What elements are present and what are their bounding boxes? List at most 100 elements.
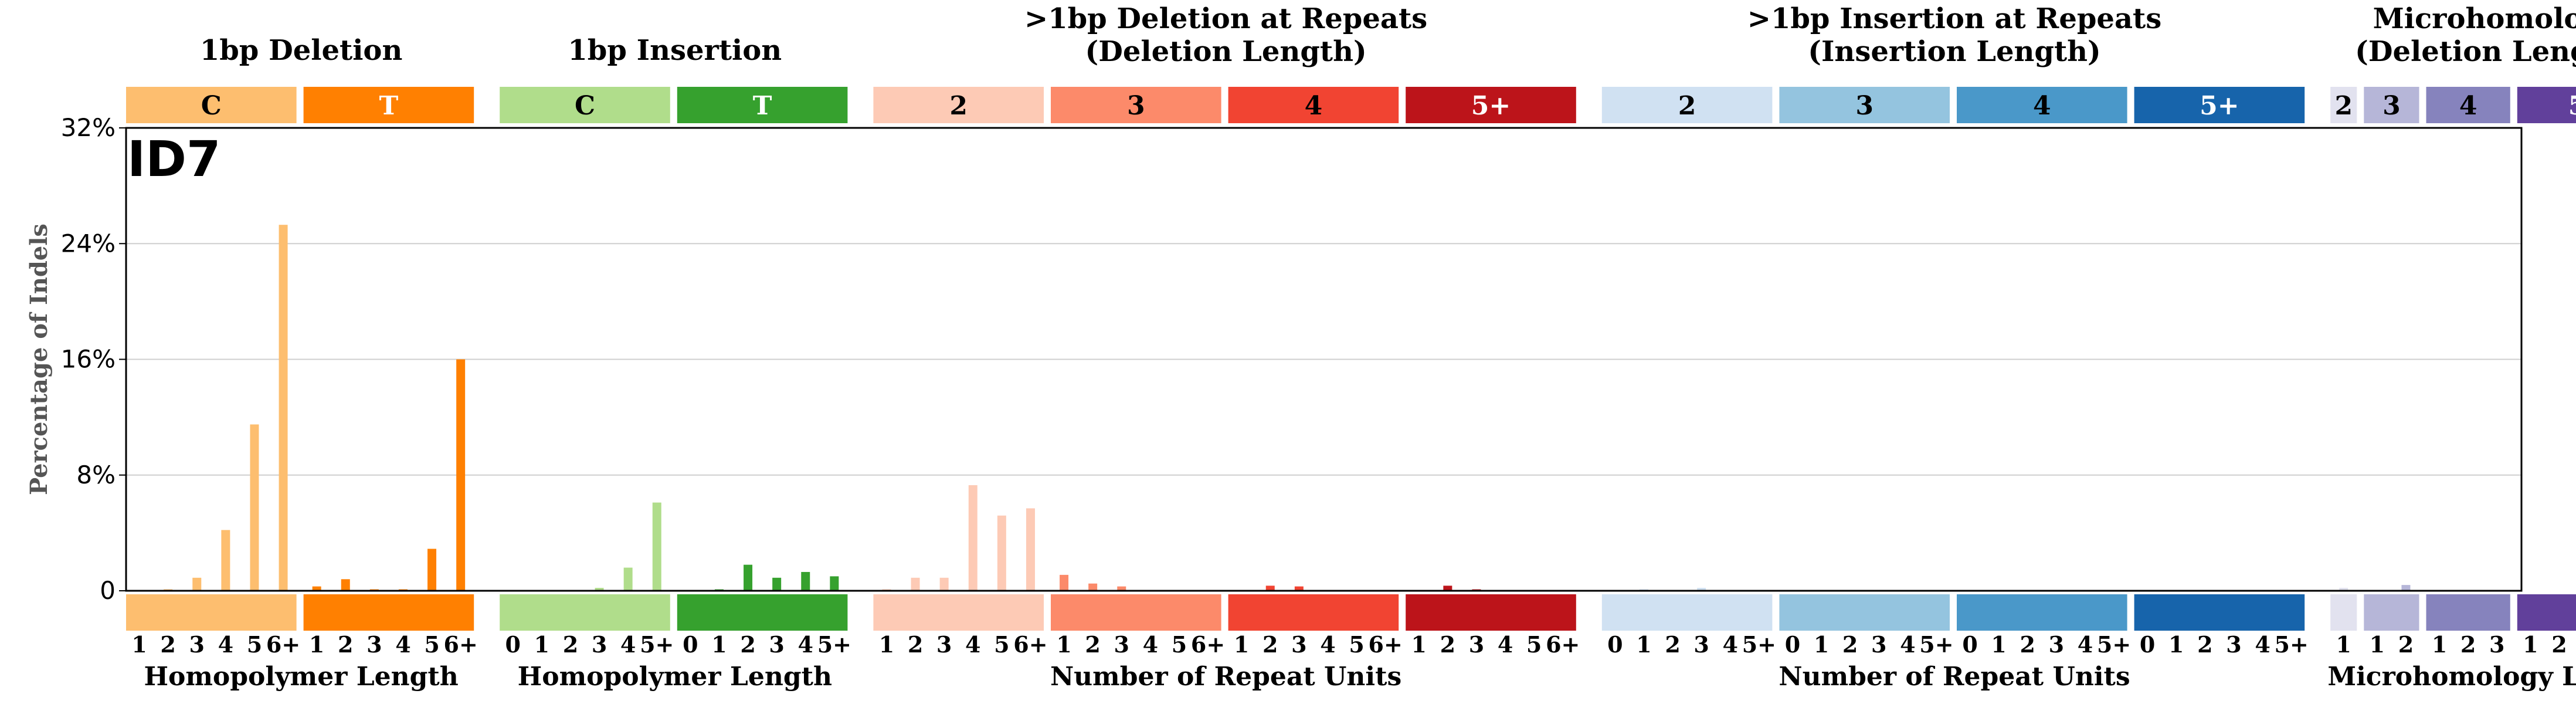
group-title: 1bp Deletion [200,34,403,67]
x-tick-label: 1 [2370,631,2385,658]
category-box-label: 3 [1855,91,1874,121]
x-tick-label: 5+ [640,631,674,658]
x-tick-label: 4 [1900,631,1915,658]
x-tick-label: 3 [2226,631,2241,658]
x-group-label: Homopolymer Length [518,662,832,692]
x-tick-label: 4 [965,631,980,658]
category-box-top [303,87,474,123]
x-tick-label: 1 [2336,631,2351,658]
y-tick-label: 32% [61,113,116,142]
category-box-label: 5+ [1471,91,1511,121]
category-box-label: 2 [1678,91,1696,121]
x-tick-label: 2 [2020,631,2035,658]
x-tick-label: 3 [1469,631,1484,658]
bar [456,359,466,591]
bar [595,588,604,591]
chart-title: ID7 [127,130,220,188]
category-box-top [126,87,297,123]
x-tick-label: 6+ [1191,631,1225,658]
category-box-label: 4 [2459,91,2477,121]
category-box-bottom [1779,594,1950,631]
category-box-top [2517,87,2576,123]
bar [744,564,753,591]
x-tick-label: 1 [1411,631,1427,658]
bar [1026,508,1035,591]
category-box-top [2330,87,2357,123]
bar [652,502,661,591]
x-tick-label: 2 [2551,631,2567,658]
x-tick-label: 1 [2523,631,2538,658]
x-tick-label: 2 [1085,631,1100,658]
bar [427,549,437,591]
group-titles: 1bp Deletion 1bp Insertion >1bp Deletion a… [200,2,2576,68]
x-tick-label: 5+ [817,631,851,658]
x-tick-label: 5 [1172,631,1187,658]
x-tick-label: 4 [2255,631,2270,658]
bar [312,586,321,591]
category-box-label: 5+ [2200,91,2239,121]
category-box-bottom [873,594,1044,631]
bar [968,485,978,591]
category-box-top [1406,87,1576,123]
category-box-top [1779,87,1950,123]
x-tick-label: 1 [2432,631,2447,658]
bar [192,577,202,591]
bars [164,225,2502,591]
category-box-bottom [500,594,670,631]
x-tick-label: 3 [366,631,382,658]
x-tick-label: 3 [936,631,952,658]
x-group-label: Homopolymer Length [144,662,458,692]
bar [1443,585,1452,591]
bar [1294,586,1304,591]
category-box-bottom [126,594,297,631]
category-box-top [873,87,1044,123]
bar [341,579,350,591]
category-box-bottom [1406,594,1576,631]
category-box-top [2426,87,2510,123]
group-title: >1bp Insertion at Repeats [1747,2,2162,35]
bar [1117,586,1126,591]
x-tick-label: 3 [592,631,607,658]
bar [623,567,633,591]
x-tick-label: 0 [2140,631,2155,658]
bar [997,515,1006,591]
x-tick-label: 3 [1114,631,1129,658]
category-box-label: 2 [2334,91,2353,121]
x-tick-label: 4 [395,631,410,658]
category-box-top [1601,87,1773,123]
group-title: Microhomology [2373,2,2576,35]
x-tick-label: 5+ [2097,631,2131,658]
x-tick-label: 0 [1607,631,1623,658]
x-tick-label: 1 [1814,631,1829,658]
x-tick-label: 1 [534,631,549,658]
category-box-bottom [303,594,474,631]
category-box-label: 5+ [2568,91,2576,121]
category-box-top [1957,87,2127,123]
x-tick-label: 3 [2489,631,2504,658]
category-box-top [1051,87,1221,123]
x-tick-label: 1 [879,631,894,658]
x-tick-label: 4 [1723,631,1738,658]
bar [939,577,949,591]
x-tick-label: 4 [1320,631,1335,658]
category-box-label: 3 [1127,91,1145,121]
category-box-bottom [2134,594,2305,631]
category-box-bottom [2364,594,2419,631]
group-title: (Insertion Length) [1808,35,2100,68]
x-tick-label: 5 [1349,631,1364,658]
x-tick-label: 5+ [1919,631,1953,658]
x-tick-label: 1 [309,631,324,658]
x-tick-label: 3 [1693,631,1709,658]
x-tick-label: 2 [563,631,578,658]
x-tick-label: 2 [1665,631,1680,658]
bar [2339,588,2348,591]
x-tick-label: 2 [1842,631,1858,658]
x-tick-label: 4 [798,631,813,658]
x-tick-label: 3 [189,631,205,658]
x-tick-label: 2 [2460,631,2476,658]
category-box-bottom [2426,594,2510,631]
category-box-label: C [575,91,595,121]
grid-lines [126,243,2521,476]
x-tick-label: 2 [908,631,923,658]
